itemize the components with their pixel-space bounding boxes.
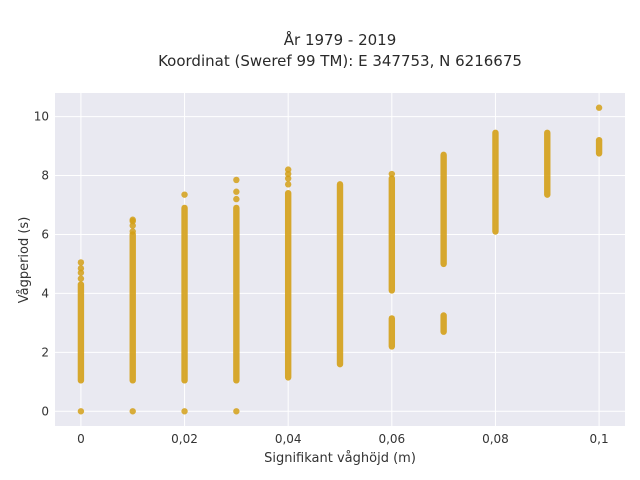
- data-point: [181, 408, 188, 415]
- y-tick-label: 6: [41, 227, 49, 241]
- point-cluster: [492, 129, 499, 235]
- point-cluster: [336, 181, 344, 368]
- x-tick-label: 0,04: [275, 432, 302, 446]
- data-point: [129, 222, 136, 229]
- point-cluster: [77, 281, 85, 384]
- y-tick-label: 0: [41, 404, 49, 418]
- data-point: [77, 259, 85, 266]
- data-point: [77, 275, 85, 282]
- y-tick-label: 2: [41, 345, 49, 359]
- data-point: [233, 176, 240, 184]
- point-cluster: [440, 312, 447, 335]
- data-point: [595, 104, 603, 111]
- data-point: [77, 408, 85, 415]
- y-tick-label: 4: [41, 286, 49, 300]
- data-point: [284, 175, 292, 182]
- data-point: [284, 170, 292, 178]
- data-point: [77, 265, 85, 272]
- data-point: [233, 188, 240, 195]
- data-point: [388, 170, 396, 178]
- data-point: [77, 269, 85, 276]
- y-tick-label: 10: [34, 110, 49, 124]
- data-point: [233, 195, 240, 203]
- x-tick-label: 0,1: [590, 432, 609, 446]
- data-point: [284, 166, 292, 173]
- x-tick-label: 0,02: [171, 432, 198, 446]
- point-cluster: [544, 129, 551, 198]
- point-cluster: [233, 204, 240, 384]
- point-cluster: [388, 175, 396, 294]
- point-cluster: [440, 151, 447, 268]
- data-point: [233, 408, 240, 415]
- x-tick-label: 0,06: [378, 432, 405, 446]
- point-cluster: [388, 315, 396, 350]
- y-axis-label: Vågperiod (s): [17, 217, 32, 304]
- data-point: [129, 408, 136, 415]
- y-axis-ticks: 0 2 4 6 8 10: [34, 110, 49, 419]
- x-axis-label: Signifikant våghöjd (m): [264, 451, 416, 466]
- chart-title-line-2: Koordinat (Sweref 99 TM): E 347753, N 62…: [158, 52, 522, 70]
- y-tick-label: 8: [41, 169, 49, 183]
- x-tick-label: 0,08: [482, 432, 509, 446]
- point-cluster: [595, 136, 603, 157]
- chart-title-line-1: År 1979 - 2019: [284, 30, 397, 49]
- point-cluster: [284, 189, 292, 381]
- data-point: [129, 228, 136, 235]
- x-axis-ticks: 0 0,02 0,04 0,06 0,08 0,1: [77, 432, 609, 446]
- data-point: [284, 181, 292, 188]
- data-points: [77, 104, 603, 415]
- data-point: [129, 216, 136, 223]
- point-cluster: [129, 231, 136, 384]
- point-cluster: [181, 204, 188, 384]
- data-point: [181, 191, 188, 198]
- x-tick-label: 0: [77, 432, 85, 446]
